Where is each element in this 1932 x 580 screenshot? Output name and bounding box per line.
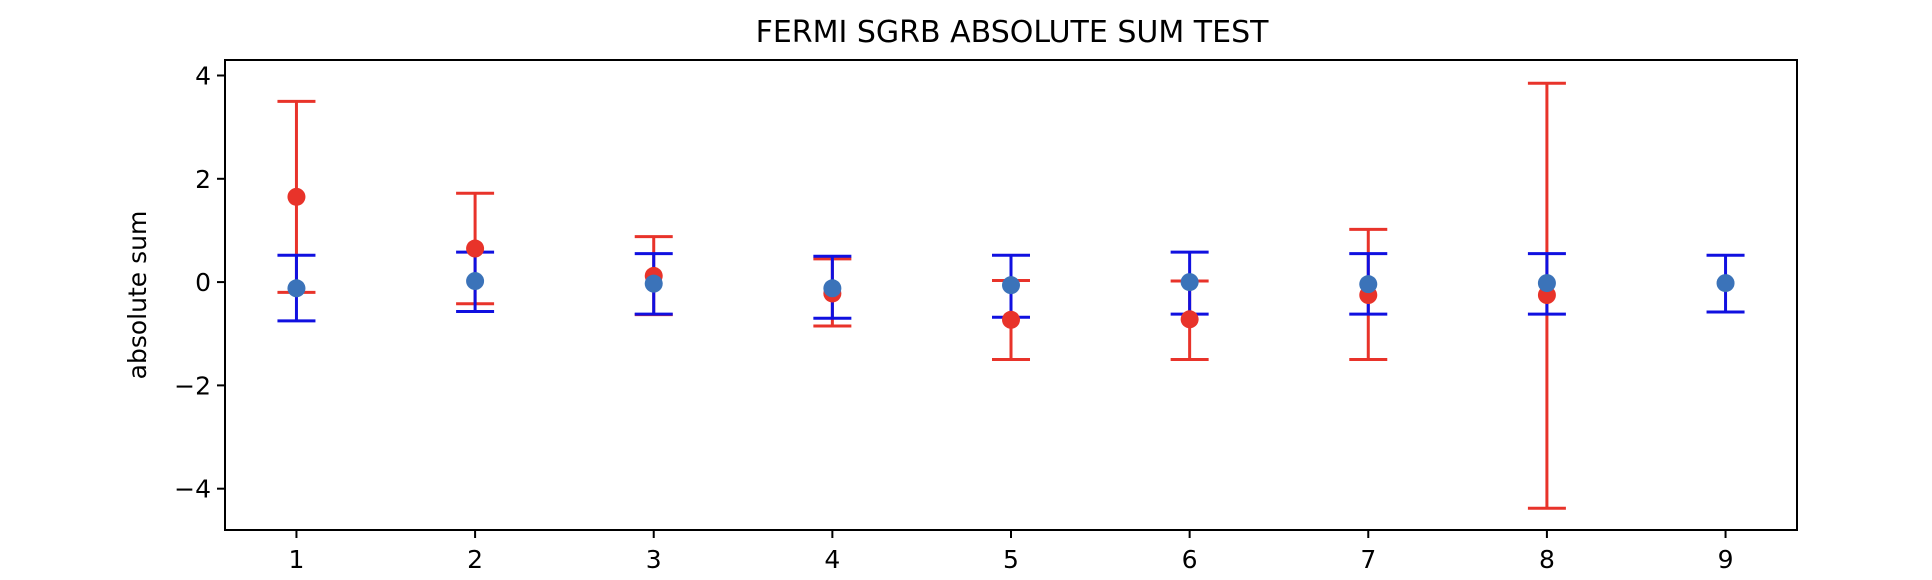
x-tick-label-5: 5 — [1003, 545, 1019, 574]
ticks-layer: 1 2 3 4 5 6 7 8 9 4 2 0 −2 −4 — [174, 61, 1733, 574]
points-layer — [287, 187, 1735, 329]
series-2-point-7 — [1359, 275, 1378, 294]
series-1-point-2 — [466, 239, 485, 258]
x-tick-label-3: 3 — [646, 545, 662, 574]
series-2-point-6 — [1180, 273, 1199, 292]
x-tick-label-6: 6 — [1182, 545, 1198, 574]
series-2-point-8 — [1537, 274, 1556, 293]
x-tick-label-2: 2 — [467, 545, 483, 574]
series-1-point-1 — [287, 187, 306, 206]
series-2-point-9 — [1716, 274, 1735, 293]
chart-title: FERMI SGRB ABSOLUTE SUM TEST — [756, 15, 1270, 50]
series-2-point-4 — [823, 279, 842, 298]
y-tick-label-3: 0 — [195, 268, 211, 297]
x-tick-label-9: 9 — [1718, 545, 1734, 574]
y-axis-label: absolute sum — [123, 211, 152, 380]
series-2-point-5 — [1002, 276, 1020, 295]
x-tick-label-8: 8 — [1539, 545, 1555, 574]
y-tick-label-1: 4 — [195, 61, 211, 90]
series-2-point-3 — [644, 274, 663, 293]
y-tick-label-5: −4 — [174, 475, 211, 504]
series-1-point-6 — [1180, 310, 1199, 329]
x-tick-label-7: 7 — [1360, 545, 1376, 574]
series-2-point-1 — [287, 279, 306, 298]
y-tick-label-2: 2 — [195, 165, 211, 194]
y-tick-label-4: −2 — [174, 371, 211, 400]
series-1-point-5 — [1002, 310, 1020, 329]
x-tick-label-4: 4 — [824, 545, 840, 574]
series-2-point-2 — [466, 272, 485, 291]
x-tick-label-1: 1 — [289, 545, 305, 574]
plot-frame — [224, 59, 1798, 531]
